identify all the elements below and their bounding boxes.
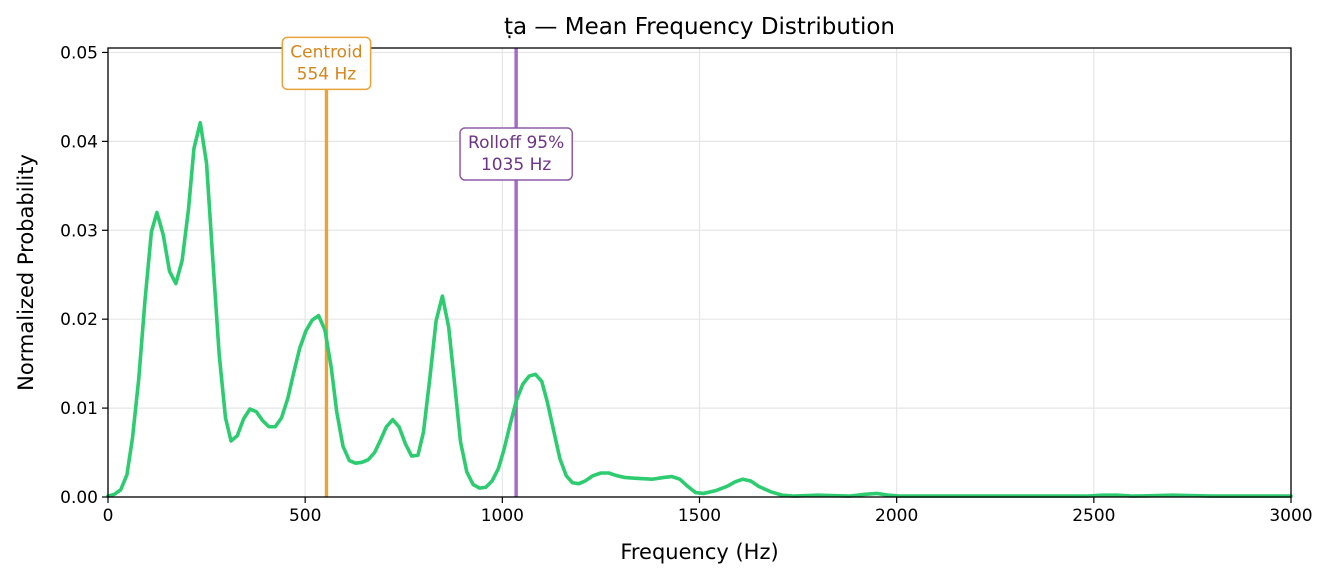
series-line: [106, 120, 1293, 498]
annotation-box: [459, 127, 573, 181]
y-tick-label: 0.04: [60, 132, 98, 152]
grid-layer: [107, 48, 1292, 498]
x-tick-label: 1000: [481, 506, 524, 526]
marker-layer: [324, 48, 518, 497]
tick-layer: 0 500 1000 1500 2000 2500 3000 0.00 0.01 0.02 0.03…: [60, 43, 1312, 526]
y-tick-label: 0.03: [60, 221, 98, 241]
annotation-value: 554 Hz: [297, 64, 357, 84]
x-tick-label: 3000: [1269, 506, 1312, 526]
annotation-title: Rolloff 95%: [468, 133, 564, 153]
annotation-title: Centroid: [290, 42, 362, 62]
y-axis-label: Normalized Probability: [14, 154, 38, 391]
y-tick-label: 0.01: [60, 399, 98, 419]
x-tick-label: 2500: [1072, 506, 1115, 526]
x-tick-label: 0: [103, 506, 114, 526]
annotation-box: [281, 36, 372, 91]
series-layer: [106, 120, 1293, 498]
x-axis-label: Frequency (Hz): [620, 540, 778, 564]
annotation-label: Rolloff 95%1035 Hz: [459, 127, 573, 181]
y-tick-label: 0.02: [60, 310, 98, 330]
annotation-value: 1035 Hz: [481, 155, 551, 175]
x-tick-label: 1500: [678, 506, 721, 526]
y-tick-label: 0.05: [60, 43, 98, 63]
x-tick-label: 500: [289, 506, 321, 526]
y-tick-label: 0.00: [60, 488, 98, 508]
x-tick-label: 2000: [875, 506, 918, 526]
chart-title: ṭa — Mean Frequency Distribution: [504, 14, 895, 40]
